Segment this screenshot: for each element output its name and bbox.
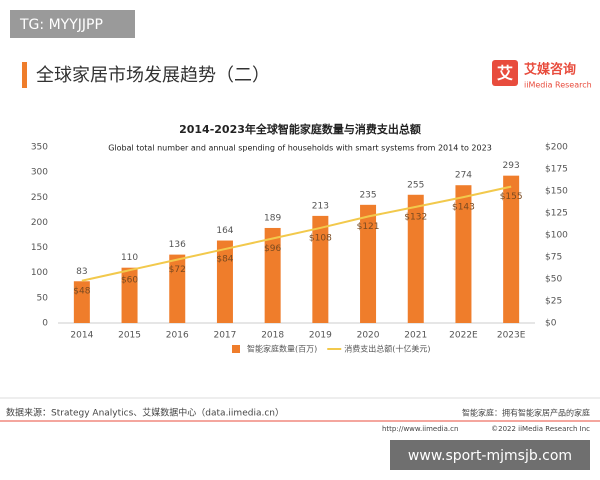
brand-en: iiMedia Research (524, 81, 592, 90)
bar (264, 227, 281, 323)
legend-swatch (232, 345, 240, 353)
bar-value-label: 274 (455, 171, 472, 181)
note: 智能家庭：拥有智能家居产品的家庭 (462, 408, 590, 418)
bar (312, 215, 329, 323)
line-value-label: $48 (73, 286, 90, 296)
y-tick-label: 350 (31, 143, 48, 153)
bar-value-label: 110 (121, 253, 138, 263)
line-value-label: $155 (500, 192, 523, 202)
bar (216, 240, 233, 323)
bar-value-label: 293 (503, 161, 520, 171)
x-tick-label: 2017 (213, 331, 236, 341)
line-value-label: $132 (404, 212, 427, 222)
bar (503, 175, 520, 323)
title-accent (22, 62, 27, 88)
y2-tick-label: $150 (545, 187, 568, 197)
copyright: ©2022 iiMedia Research Inc (491, 425, 590, 433)
bar-value-label: 136 (169, 240, 186, 250)
y2-tick-label: $25 (545, 297, 562, 307)
line-value-label: $108 (309, 233, 332, 243)
bar (360, 204, 377, 323)
y2-tick-label: $100 (545, 231, 568, 241)
line (81, 185, 512, 282)
bar (121, 267, 138, 323)
y2-tick-label: $125 (545, 209, 568, 219)
bar-value-label: 83 (76, 267, 87, 277)
brand: 艾媒咨询 (524, 62, 576, 78)
url: http://www.iimedia.cn (382, 425, 458, 433)
y2-tick-label: $75 (545, 253, 562, 263)
x-tick-label: 2014 (70, 331, 93, 341)
x-tick-label: 2023E (497, 331, 526, 341)
y2-tick-label: $50 (545, 275, 562, 285)
y-tick-label: 250 (31, 193, 48, 203)
line-value-label: $96 (264, 244, 281, 254)
line-value-label: $84 (216, 255, 233, 265)
y-tick-label: 150 (31, 243, 48, 253)
line-value-label: $60 (121, 276, 138, 286)
x-tick-label: 2018 (261, 331, 284, 341)
bar (455, 185, 472, 323)
y-tick-label: 100 (31, 268, 48, 278)
x-tick-label: 2015 (118, 331, 141, 341)
chart-title: 2014-2023年全球智能家庭数量与消费支出总额 (179, 122, 421, 136)
bar-value-label: 235 (359, 190, 376, 200)
line-value-label: $72 (169, 265, 186, 275)
y-tick-label: 300 (31, 168, 48, 178)
bar-value-label: 189 (264, 213, 281, 223)
legend-label: 智能家庭数量(百万) (247, 344, 317, 354)
bar (407, 194, 424, 323)
page-title: 全球家居市场发展趋势（二） (36, 65, 270, 86)
x-tick-label: 2021 (404, 331, 427, 341)
y2-tick-label: $0 (545, 319, 557, 329)
y2-tick-label: $175 (545, 165, 568, 175)
x-tick-label: 2020 (357, 331, 380, 341)
y-tick-label: 200 (31, 218, 48, 228)
bar (73, 281, 90, 323)
line-value-label: $143 (452, 203, 475, 213)
chart-subtitle: Global total number and annual spending … (108, 144, 492, 153)
source: 数据来源：Strategy Analytics、艾媒数据中心（data.iime… (6, 407, 284, 419)
y-tick-label: 0 (42, 319, 48, 329)
logo-icon (492, 60, 518, 86)
tag-box (10, 10, 135, 38)
x-tick-label: 2016 (166, 331, 189, 341)
y2-tick-label: $200 (545, 143, 568, 153)
watermark: www.sport-mjmsjb.com (408, 448, 572, 464)
bar-value-label: 213 (312, 201, 329, 211)
line-value-label: $121 (357, 222, 380, 232)
x-tick-label: 2019 (309, 331, 332, 341)
bar-value-label: 164 (216, 226, 233, 236)
watermark-box (390, 440, 590, 470)
tag: TG: MYYJJPP (19, 17, 103, 33)
bar-value-label: 255 (407, 180, 424, 190)
y-tick-label: 50 (37, 293, 49, 303)
legend-label: 消费支出总额(十亿美元) (344, 344, 430, 354)
logo-glyph: 艾 (497, 64, 513, 83)
bar (169, 254, 186, 323)
x-tick-label: 2022E (449, 331, 478, 341)
